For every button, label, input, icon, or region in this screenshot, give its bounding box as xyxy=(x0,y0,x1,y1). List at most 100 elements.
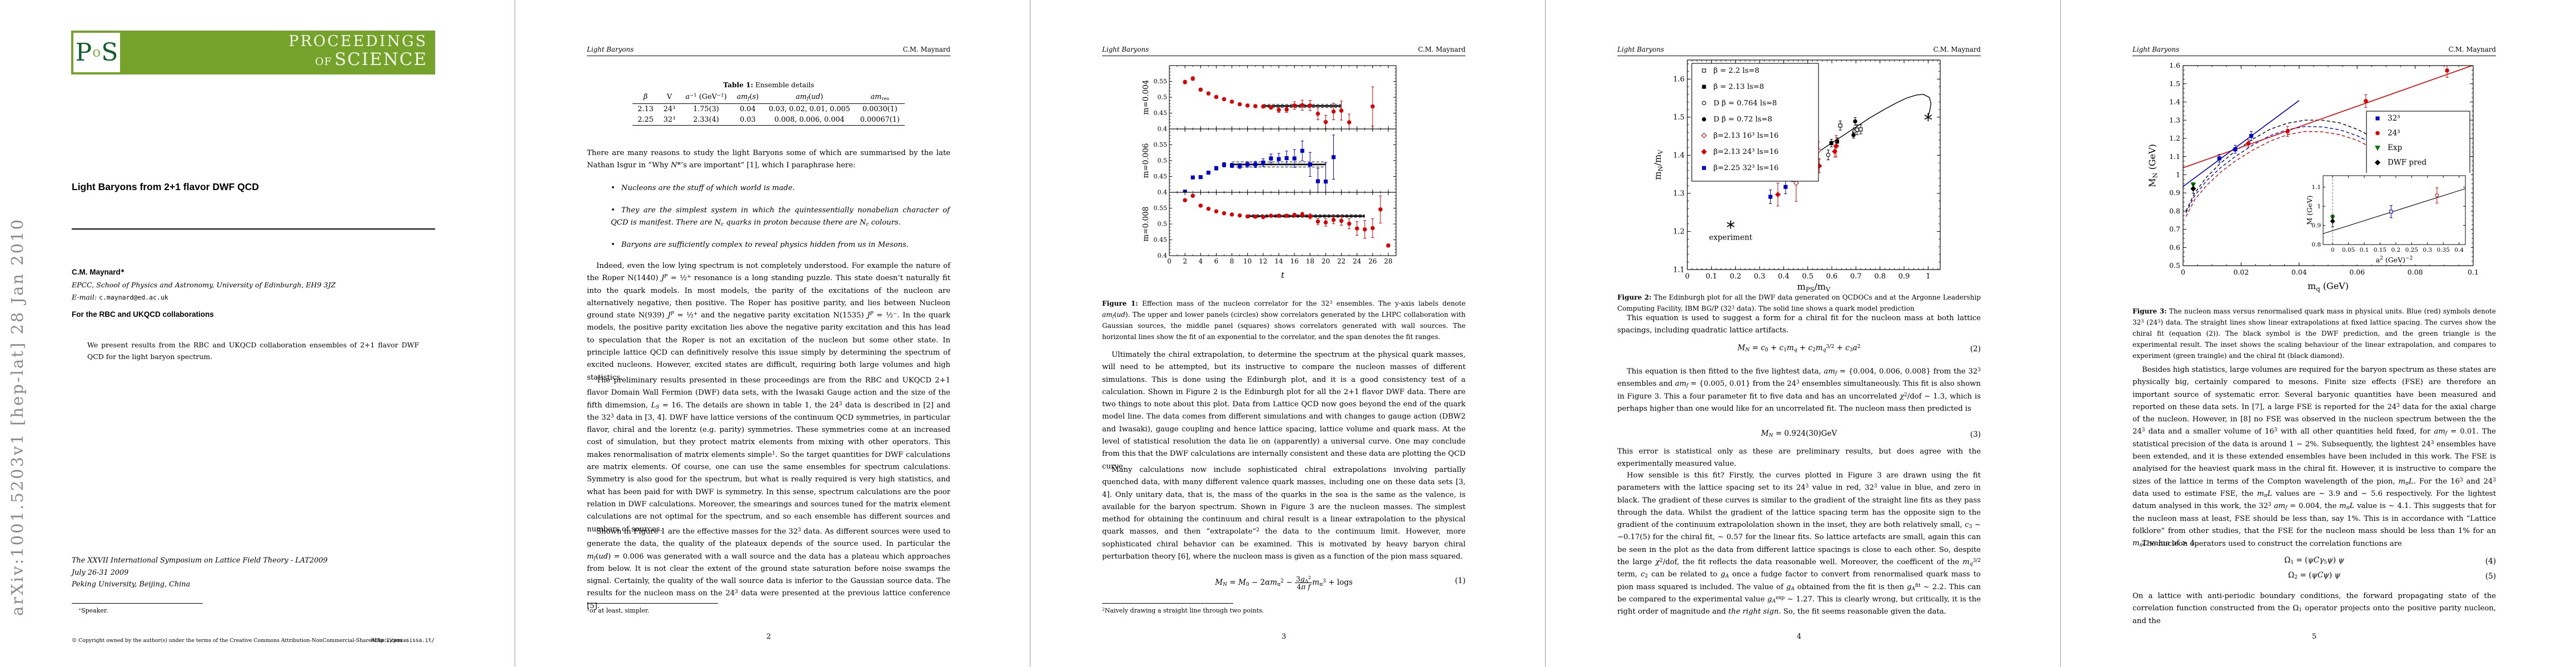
svg-text:0.1: 0.1 xyxy=(2360,247,2369,253)
table-header-cell: V xyxy=(666,93,672,101)
figure-3-svg: 0 0.02 0.04 0.06 0.08 0.1 0.5 0.6 0.7 0.8 0.9 1 1.1 1… xyxy=(2147,61,2479,293)
svg-text:0.5: 0.5 xyxy=(1158,157,1168,165)
svg-text:1.1: 1.1 xyxy=(2311,184,2321,191)
footnote-rule xyxy=(72,603,203,604)
paragraph: Besides high statistics, large volumes a… xyxy=(2132,366,2496,549)
svg-text:t: t xyxy=(1281,270,1285,280)
svg-text:0.3: 0.3 xyxy=(2423,247,2432,253)
table-header-cell: a−1 (GeV−1) xyxy=(685,93,727,101)
banner-line-1: PROCEEDINGS xyxy=(288,33,427,50)
svg-text:DWF pred: DWF pred xyxy=(2388,158,2426,167)
svg-text:0.4: 0.4 xyxy=(2454,247,2464,253)
figure-2-caption: Figure 2: The Edinburgh plot for all the… xyxy=(1617,293,1981,312)
page-number: 3 xyxy=(1281,633,1287,641)
table-cell: 2.25 xyxy=(637,116,654,124)
conference-name: The XXVII International Symposium on Lat… xyxy=(72,556,328,565)
figure-1-effective-mass-plot: 0.4 0.45 0.5 0.55 m=0.004 0.4 0.45 0.5 0.55 m=0.0… xyxy=(1136,60,1408,296)
svg-text:β = 2.2 ls=8: β = 2.2 ls=8 xyxy=(1713,67,1760,75)
svg-text:0.7: 0.7 xyxy=(2169,225,2180,233)
svg-text:18: 18 xyxy=(1306,257,1314,265)
table-cell: 1.75(3) xyxy=(680,103,732,115)
svg-text:mN/mV: mN/mV xyxy=(1652,150,1665,180)
title-rule xyxy=(72,228,435,230)
figure-1-caption: Figure 1: Effection mass of the nucleon … xyxy=(1102,299,1466,341)
svg-text:0.05: 0.05 xyxy=(2342,247,2355,253)
svg-text:20: 20 xyxy=(1322,257,1330,265)
svg-text:0.7: 0.7 xyxy=(1850,272,1862,281)
equation-number: (5) xyxy=(2485,572,2496,581)
table-row: 2.13 24³ 1.75(3) 0.04 0.03, 0.02, 0.01, 0.00… xyxy=(632,103,905,115)
abstract: We present results from the RBC and UKQC… xyxy=(87,341,419,361)
svg-text:22: 22 xyxy=(1337,257,1346,265)
svg-text:0.8: 0.8 xyxy=(1874,272,1886,281)
svg-text:m=0.004: m=0.004 xyxy=(1142,80,1150,115)
svg-text:MN (GeV): MN (GeV) xyxy=(2147,144,2159,187)
pos-url[interactable]: http://pos.sissa.it/ xyxy=(371,638,435,644)
table-cell: 32³ xyxy=(663,116,676,124)
svg-text:mq (GeV): mq (GeV) xyxy=(2308,281,2349,293)
running-header: Light Baryons C.M. Maynard xyxy=(1102,46,1466,53)
table-cell: 0.03 xyxy=(740,116,756,124)
footnote-rule xyxy=(587,603,718,604)
banner-text: PROCEEDINGS OF SCIENCE xyxy=(288,33,427,73)
table-caption: Table 1: Ensemble details xyxy=(723,81,814,89)
svg-text:0.55: 0.55 xyxy=(1154,78,1168,85)
svg-text:0.9: 0.9 xyxy=(2311,222,2321,229)
svg-text:12: 12 xyxy=(1259,257,1267,265)
bullet-list: Nucleons are the stuff of which world is… xyxy=(611,182,950,261)
equation-number: (3) xyxy=(1970,430,1981,439)
svg-text:0.35: 0.35 xyxy=(2437,247,2449,253)
svg-text:β=2.13 16³ ls=16: β=2.13 16³ ls=16 xyxy=(1713,132,1778,140)
svg-text:0.45: 0.45 xyxy=(1154,236,1168,243)
svg-text:24: 24 xyxy=(1353,257,1362,265)
pos-logo-p: P xyxy=(75,38,92,67)
paragraph: Ultimately the chiral extrapolation, to … xyxy=(1102,351,1466,471)
table-cell: 0.03, 0.02, 0.01, 0.005 xyxy=(764,103,855,115)
svg-text:1.6: 1.6 xyxy=(1673,76,1685,84)
svg-text:1.2: 1.2 xyxy=(1673,228,1685,236)
svg-text:1.3: 1.3 xyxy=(2169,116,2180,124)
svg-text:0: 0 xyxy=(2181,268,2185,276)
email-link[interactable]: c.maynard@ed.ac.uk xyxy=(99,293,168,301)
svg-text:0.1: 0.1 xyxy=(1706,272,1717,281)
svg-text:0.9: 0.9 xyxy=(2169,188,2180,197)
svg-text:0.1: 0.1 xyxy=(2468,268,2478,276)
equation-4: Ω1 = (ψCγ5ψ) ψ (4) xyxy=(2284,556,2496,566)
svg-text:m=0.006: m=0.006 xyxy=(1142,143,1150,178)
conference-dates: July 26-31 2009 xyxy=(72,568,129,577)
svg-text:14: 14 xyxy=(1274,257,1283,265)
bullet-item: Baryons are sufficiently complex to reve… xyxy=(611,239,950,251)
conference-info: The XXVII International Symposium on Lat… xyxy=(72,555,327,591)
svg-text:0.5: 0.5 xyxy=(1802,272,1813,281)
arxiv-sidebar-label: arXiv:1001.5203v1 [hep-lat] 28 Jan 2010 xyxy=(8,217,27,616)
table-header-cell: amf(s) xyxy=(736,93,759,102)
svg-text:0.15: 0.15 xyxy=(2374,247,2386,253)
svg-text:β = 2.13 ls=8: β = 2.13 ls=8 xyxy=(1713,83,1764,91)
bullet-item: Nucleons are the stuff of which world is… xyxy=(611,182,950,195)
svg-text:0.6: 0.6 xyxy=(1826,272,1838,281)
paragraph: This error is statistical only as these … xyxy=(1617,447,1981,469)
page-5: Light Baryons C.M. Maynard 0 0.02 0.04 0.06 0… xyxy=(2061,0,2576,667)
svg-text:1.1: 1.1 xyxy=(1673,266,1685,274)
svg-text:0.2: 0.2 xyxy=(1730,272,1741,281)
svg-text:0.4: 0.4 xyxy=(1158,126,1168,133)
svg-text:4: 4 xyxy=(1198,257,1203,265)
svg-text:26: 26 xyxy=(1368,257,1377,265)
svg-text:0.45: 0.45 xyxy=(1154,173,1168,180)
banner-line-2: OF SCIENCE xyxy=(315,49,427,69)
equation-number: (2) xyxy=(1970,345,1981,354)
svg-text:24³: 24³ xyxy=(2388,129,2400,138)
page-number: 2 xyxy=(766,633,771,641)
running-header: Light Baryons C.M. Maynard xyxy=(2132,46,2496,53)
speaker-footnote: ∗Speaker. xyxy=(78,606,108,614)
page-4: Light Baryons C.M. Maynard 0 0.1 0.2 0.3 0.4 0… xyxy=(1546,0,2061,667)
table-cell: 0.0030(1) xyxy=(855,103,905,115)
pos-logo-o: o xyxy=(92,44,101,60)
svg-text:1: 1 xyxy=(1926,272,1930,281)
svg-text:0.9: 0.9 xyxy=(1899,272,1910,281)
equation-3: MN = 0.924(30)GeV (3) xyxy=(1761,429,1981,439)
svg-text:28: 28 xyxy=(1384,257,1392,265)
svg-text:1.4: 1.4 xyxy=(1673,152,1685,160)
page-number: 4 xyxy=(1796,633,1802,641)
svg-text:D β = 0.72 ls=8: D β = 0.72 ls=8 xyxy=(1713,116,1772,124)
